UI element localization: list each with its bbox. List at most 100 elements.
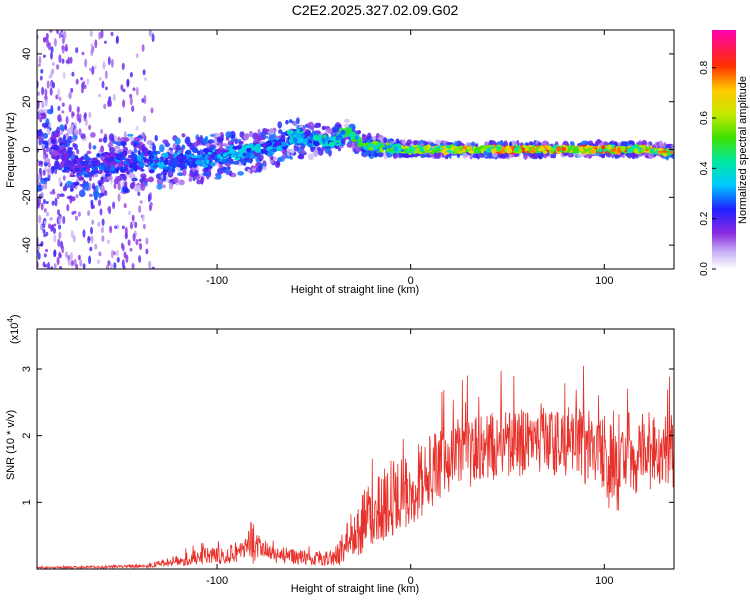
halo-blob — [62, 186, 67, 192]
halo-blob — [89, 193, 93, 197]
ridge-blob — [177, 158, 185, 163]
ridge-blob — [67, 147, 74, 151]
ridge-blob — [633, 148, 639, 154]
noise-blob — [80, 77, 84, 81]
noise-blob — [139, 243, 143, 251]
noise-blob — [43, 220, 47, 224]
noise-blob — [148, 204, 152, 212]
halo-blob — [73, 181, 80, 186]
noise-blob — [78, 128, 82, 136]
halo-blob — [146, 139, 153, 146]
noise-blob — [115, 249, 119, 257]
halo-blob — [288, 119, 293, 124]
halo-blob — [123, 175, 127, 182]
halo-blob — [540, 151, 544, 158]
noise-blob — [64, 43, 68, 52]
ridge-blob — [164, 157, 169, 163]
halo-blob — [622, 141, 629, 147]
spectrogram-y-label: Frequency (Hz) — [5, 112, 17, 188]
noise-blob — [82, 80, 86, 89]
noise-blob — [61, 102, 65, 107]
ridge-blob — [461, 149, 466, 153]
noise-blob — [43, 208, 47, 213]
ridge-blob — [518, 148, 523, 154]
noise-blob — [77, 254, 81, 261]
ridge-blob — [107, 164, 111, 171]
colorbar — [712, 30, 736, 269]
ridge-blob — [254, 144, 259, 147]
ridge-blob — [179, 153, 184, 158]
halo-blob — [74, 129, 79, 137]
noise-blob — [53, 234, 57, 243]
noise-blob — [128, 210, 132, 216]
halo-blob — [567, 153, 574, 158]
ridge-blob — [397, 145, 402, 152]
noise-blob — [47, 262, 50, 269]
halo-blob — [267, 130, 275, 135]
ridge-blob — [296, 128, 300, 134]
ridge-blob — [116, 153, 120, 158]
noise-blob — [52, 82, 55, 89]
ridge-blob — [486, 147, 492, 153]
noise-blob — [141, 214, 145, 222]
noise-blob — [56, 193, 60, 200]
ridge-blob — [312, 141, 320, 146]
ridge-blob — [587, 147, 592, 151]
ridge-blob — [160, 156, 164, 160]
ridge-blob — [505, 148, 513, 154]
noise-blob — [107, 260, 111, 266]
halo-blob — [337, 147, 341, 152]
noise-blob — [117, 193, 121, 202]
halo-blob — [362, 134, 368, 141]
ridge-blob — [171, 167, 176, 173]
ridge-blob — [340, 130, 346, 135]
noise-blob — [54, 197, 58, 207]
halo-blob — [112, 140, 118, 144]
halo-blob — [70, 188, 74, 192]
ridge-blob — [102, 159, 107, 164]
noise-blob — [89, 67, 93, 72]
ridge-blob — [69, 174, 76, 178]
noise-blob — [58, 224, 62, 230]
noise-blob — [90, 235, 94, 244]
ridge-blob — [288, 138, 293, 144]
halo-blob — [202, 172, 209, 177]
halo-blob — [233, 160, 240, 165]
halo-blob — [278, 156, 285, 162]
noise-blob — [43, 198, 46, 205]
noise-blob — [121, 259, 125, 268]
ridge-blob — [496, 145, 502, 150]
snr-y-tick-label: 1 — [21, 499, 33, 505]
noise-blob — [49, 30, 53, 33]
halo-blob — [37, 160, 40, 167]
spectrogram-x-tick-label: 0 — [408, 275, 414, 287]
noise-blob — [62, 71, 66, 79]
noise-blob — [88, 111, 92, 119]
noise-blob — [127, 239, 131, 246]
ridge-blob — [339, 136, 344, 142]
ridge-blob — [408, 146, 415, 152]
noise-blob — [98, 77, 102, 81]
snr-y-tick-label: 2 — [21, 433, 33, 439]
ridge-blob — [245, 153, 252, 158]
ridge-blob — [210, 153, 216, 159]
ridge-blob — [373, 146, 378, 151]
halo-blob — [299, 149, 306, 155]
halo-blob — [102, 136, 108, 143]
halo-blob — [103, 190, 108, 196]
halo-blob — [307, 121, 315, 130]
noise-blob — [147, 193, 151, 203]
colorbar-label: Normalized spectral amplitude — [737, 76, 749, 224]
halo-blob — [307, 153, 315, 161]
spectrogram-x-tick-label: 100 — [595, 275, 613, 287]
halo-blob — [100, 184, 105, 193]
halo-blob — [256, 134, 262, 142]
noise-blob — [89, 246, 93, 252]
halo-blob — [124, 181, 128, 187]
ridge-blob — [202, 148, 209, 153]
halo-blob — [213, 138, 218, 146]
ridge-blob — [149, 160, 153, 164]
ridge-blob — [198, 157, 206, 161]
noise-blob — [142, 69, 146, 76]
halo-blob — [296, 117, 300, 125]
